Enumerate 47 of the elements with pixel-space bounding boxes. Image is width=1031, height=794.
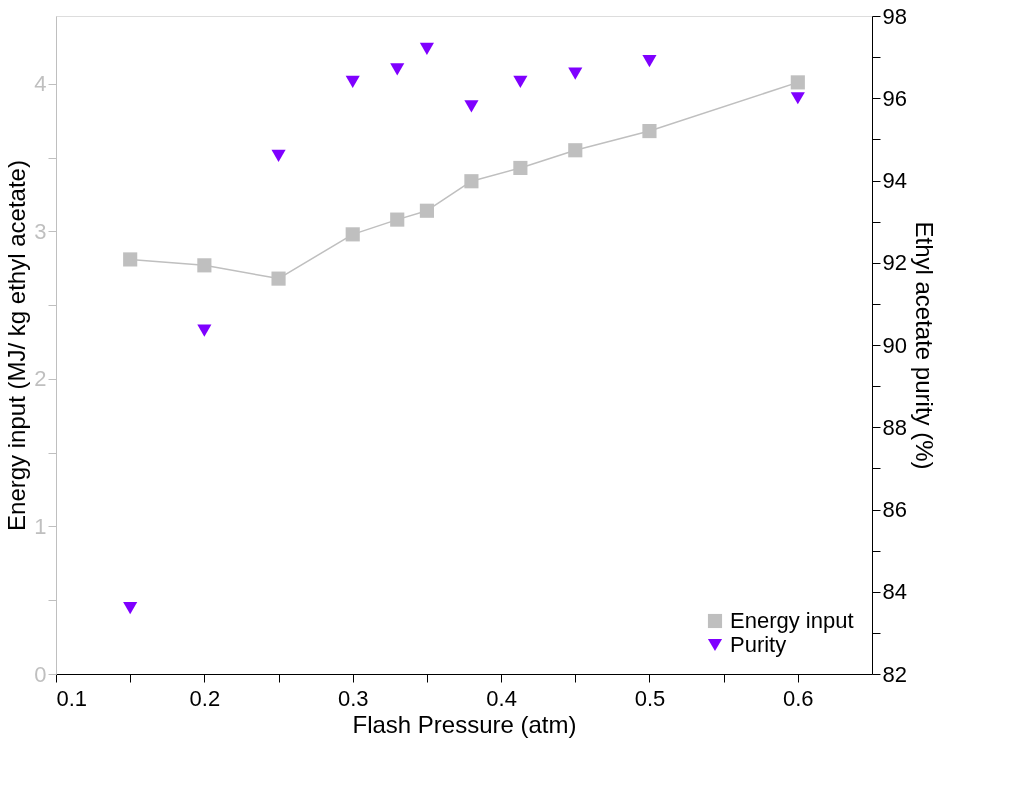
point [568, 143, 583, 158]
y2-tick-label: 82 [882, 661, 907, 687]
y-tick-label: 1 [34, 513, 47, 539]
point [123, 252, 138, 267]
point [513, 75, 528, 88]
point [642, 55, 657, 68]
point [271, 149, 286, 162]
point [464, 100, 479, 113]
point [464, 174, 479, 189]
y2-tick-label: 90 [882, 332, 907, 358]
y2-tick-label: 88 [882, 414, 907, 440]
y-tick-label: 0 [34, 661, 47, 687]
x-axis-title: Flash Pressure (atm) [352, 710, 577, 738]
x-tick-label: 0.1 [56, 685, 88, 711]
point [790, 92, 805, 105]
point [197, 324, 212, 337]
y-tick-label: 3 [34, 218, 47, 244]
y2-tick-label: 98 [882, 3, 907, 29]
y2-tick-label: 94 [882, 168, 907, 193]
x-tick-label: 0.3 [337, 685, 369, 711]
x-tick-label: 0.4 [486, 685, 517, 711]
y-tick-label: 4 [34, 71, 47, 97]
point [390, 212, 405, 227]
x-tick-label: 0.2 [189, 685, 221, 711]
legend-label: Energy input [730, 608, 854, 633]
point [197, 258, 212, 273]
point [123, 602, 138, 615]
legend-label: Purity [730, 632, 787, 657]
point [790, 75, 805, 90]
point [345, 75, 360, 88]
point [568, 67, 583, 80]
y-axis-title: Energy input (MJ/ kg ethyl acetate) [3, 160, 31, 531]
point [419, 203, 434, 218]
point [345, 227, 360, 242]
x-tick-label: 0.5 [634, 685, 666, 711]
point [390, 63, 405, 76]
x-tick-label: 0.6 [783, 685, 814, 711]
y2-tick-label: 84 [882, 579, 907, 605]
point [642, 124, 657, 139]
y2-axis-title: Ethyl acetate purity (%) [910, 221, 938, 470]
y-tick-label: 2 [34, 366, 47, 392]
y2-tick-label: 92 [882, 250, 907, 276]
point [513, 160, 528, 176]
y2-tick-label: 96 [882, 85, 907, 111]
point [419, 42, 434, 56]
y2-tick-label: 86 [882, 497, 907, 522]
point [271, 271, 286, 286]
